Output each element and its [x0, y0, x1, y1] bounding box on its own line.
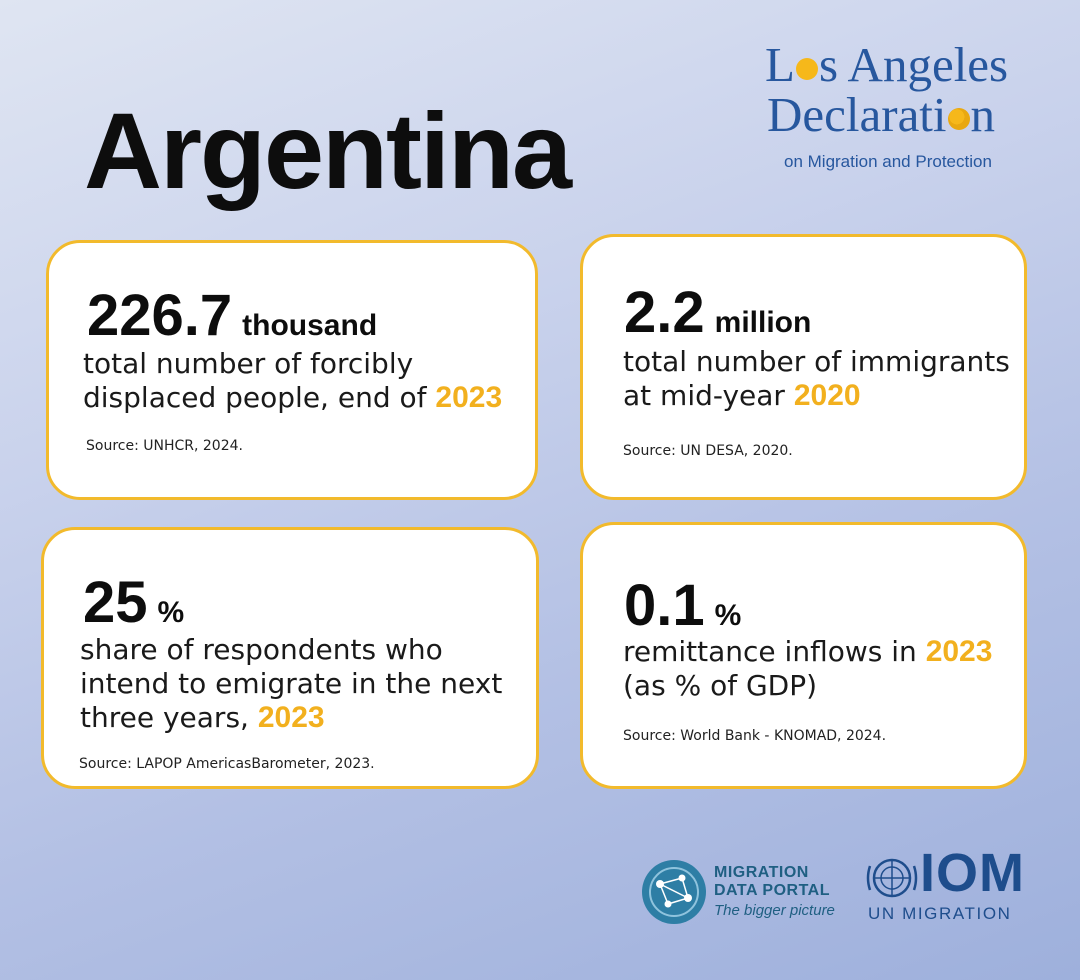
stat-unit: million	[714, 306, 812, 339]
stat-description: total number of immigrants at mid-year 2…	[623, 345, 1010, 412]
stat-description: total number of forcibly displaced peopl…	[83, 347, 503, 414]
stat-unit: thousand	[242, 309, 378, 342]
stat-value: 0.1%	[624, 573, 742, 638]
un-emblem-icon	[866, 852, 918, 904]
stat-unit: %	[157, 596, 185, 629]
stat-source: Source: LAPOP AmericasBarometer, 2023.	[79, 756, 375, 772]
country-title: Argentina	[84, 90, 572, 211]
globe-icon	[947, 108, 970, 130]
stat-year: 2023	[925, 635, 993, 668]
mdp-tagline: The bigger picture	[714, 902, 835, 919]
stat-card-emigration-intent: 25% share of respondents who intend to e…	[41, 527, 539, 789]
stat-card-remittances: 0.1% remittance inflows in 2023 (as % of…	[580, 522, 1027, 789]
stat-source: Source: UN DESA, 2020.	[623, 443, 793, 459]
stat-value: 226.7 thousand	[87, 283, 378, 348]
lad-logo-subtitle: on Migration and Protection	[784, 152, 992, 171]
stat-description: remittance inflows in 2023 (as % of GDP)	[623, 635, 993, 702]
migration-data-portal-logo: MIGRATION DATA PORTAL The bigger picture	[642, 860, 842, 926]
stat-unit: %	[714, 599, 742, 632]
iom-wordmark: IOM	[920, 843, 1025, 903]
stat-year: 2023	[257, 701, 325, 734]
stat-source: Source: World Bank - KNOMAD, 2024.	[623, 728, 887, 744]
stat-card-displaced: 226.7 thousand total number of forcibly d…	[46, 240, 538, 500]
stat-description: share of respondents who intend to emigr…	[80, 633, 503, 734]
stat-value: 25%	[83, 570, 185, 635]
stat-card-immigrants: 2.2 million total number of immigrants at…	[580, 234, 1027, 500]
stat-year: 2023	[435, 381, 503, 414]
lad-logo-line2: Declarati n	[767, 87, 996, 142]
iom-subtitle: UN MIGRATION	[868, 904, 1012, 923]
stat-year: 2020	[793, 379, 861, 412]
mdp-wordmark: MIGRATION DATA PORTAL The bigger picture	[714, 864, 835, 919]
stat-value: 2.2 million	[624, 280, 812, 345]
iom-logo: IOM UN MIGRATION	[866, 846, 1046, 924]
stat-source: Source: UNHCR, 2024.	[86, 438, 243, 454]
network-globe-icon	[642, 860, 706, 924]
sun-icon	[795, 58, 818, 80]
